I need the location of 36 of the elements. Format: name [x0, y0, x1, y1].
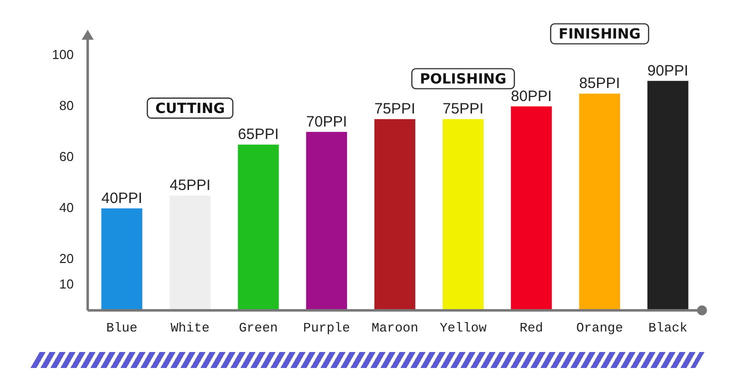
data-label: 65PPI — [238, 126, 279, 144]
data-label: 40PPI — [101, 190, 142, 208]
x-tick-label: White — [170, 320, 210, 336]
bar — [306, 132, 348, 310]
bar — [442, 119, 484, 310]
data-label: 45PPI — [170, 177, 211, 194]
x-tick-label: Yellow — [440, 320, 487, 336]
y-tick-label: 10 — [59, 276, 74, 292]
data-label: 80PPI — [510, 88, 552, 105]
bar — [170, 196, 211, 310]
x-tick-label: Purple — [303, 320, 350, 336]
data-label: 75PPI — [442, 100, 484, 118]
y-tick-label: 100 — [52, 46, 74, 62]
x-tick-label: Red — [520, 320, 544, 336]
y-tick-label: 20 — [59, 250, 74, 266]
x-tick-label: Orange — [576, 320, 624, 336]
bar — [101, 208, 142, 310]
bar — [510, 106, 552, 310]
bar — [647, 80, 688, 310]
data-label: 75PPI — [374, 100, 416, 118]
bar — [238, 144, 279, 310]
y-tick-label: 60 — [59, 148, 74, 164]
annotation: CUTTING — [155, 100, 225, 117]
x-tick-label: Green — [238, 320, 278, 336]
y-tick-label: 40 — [59, 200, 74, 215]
annotation: FINISHING — [558, 26, 641, 42]
data-label: 85PPI — [579, 75, 620, 92]
bar — [579, 94, 620, 310]
y-tick-label: 80 — [59, 98, 74, 113]
annotation: POLISHING — [420, 71, 506, 88]
x-tick-label: Maroon — [371, 320, 418, 336]
x-tick-label: Blue — [106, 320, 138, 336]
bar — [374, 119, 416, 310]
data-label: 90PPI — [647, 62, 688, 80]
x-tick-label: Black — [648, 320, 688, 336]
data-label: 70PPI — [306, 113, 348, 130]
